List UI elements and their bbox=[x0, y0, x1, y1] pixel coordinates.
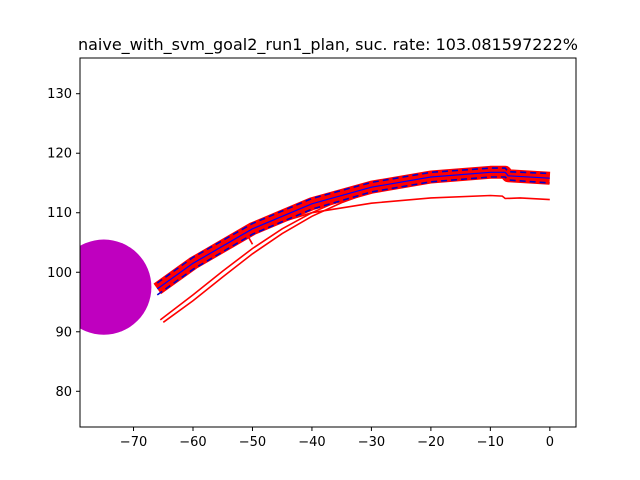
series-center-3 bbox=[156, 171, 550, 290]
series-traj-6 bbox=[245, 194, 550, 245]
y-tick-label: 130 bbox=[47, 87, 72, 102]
series-dashed-1 bbox=[156, 167, 550, 284]
y-tick-label: 100 bbox=[47, 266, 72, 281]
plot-frame bbox=[79, 57, 577, 428]
x-tick-label: −40 bbox=[298, 435, 325, 450]
y-tick-label: 120 bbox=[47, 147, 72, 162]
plot-area bbox=[80, 165, 551, 335]
x-tick-label: −70 bbox=[120, 435, 147, 450]
x-tick-label: −20 bbox=[417, 435, 444, 450]
x-tick-label: −50 bbox=[239, 435, 266, 450]
series-traj-5 bbox=[159, 190, 366, 321]
x-axis: −70 −60 −50 −40 −30 −20 −10 0 bbox=[120, 427, 554, 450]
x-tick-label: −60 bbox=[179, 435, 206, 450]
x-tick-label: −30 bbox=[358, 435, 385, 450]
y-axis: 80 90 100 110 120 130 bbox=[47, 87, 80, 400]
x-tick-label: 0 bbox=[546, 435, 554, 450]
obstacle-circle bbox=[80, 239, 152, 335]
y-tick-label: 110 bbox=[47, 206, 72, 221]
chart-title: naive_with_svm_goal2_run1_plan, suc. rat… bbox=[78, 35, 578, 55]
y-tick-label: 80 bbox=[55, 385, 72, 400]
y-tick-label: 90 bbox=[55, 325, 72, 340]
x-tick-label: −10 bbox=[477, 435, 504, 450]
series-band-0 bbox=[153, 165, 551, 295]
